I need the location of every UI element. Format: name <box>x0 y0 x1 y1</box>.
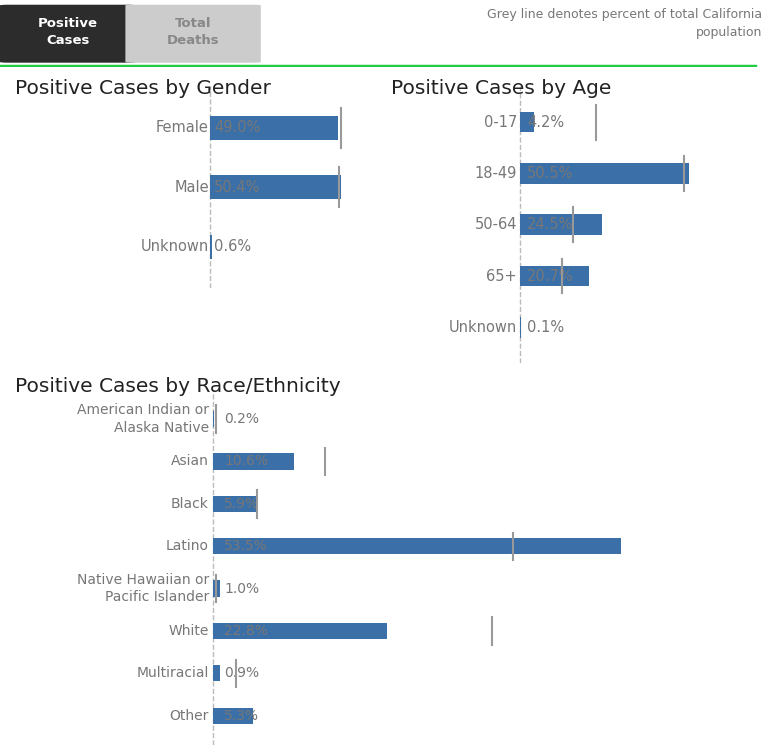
Text: Other: Other <box>170 709 209 723</box>
FancyBboxPatch shape <box>125 4 261 63</box>
Bar <box>211 175 341 199</box>
Text: Unknown: Unknown <box>141 239 209 254</box>
Text: 50.4%: 50.4% <box>214 180 261 195</box>
Text: 10.6%: 10.6% <box>224 455 269 468</box>
Bar <box>213 708 253 724</box>
Bar <box>211 116 337 139</box>
Text: 50-64: 50-64 <box>474 217 517 232</box>
Bar <box>213 411 214 427</box>
Text: Positive Cases by Age: Positive Cases by Age <box>391 79 611 97</box>
Bar <box>213 580 221 597</box>
Text: Positive Cases by Gender: Positive Cases by Gender <box>15 79 272 97</box>
Text: 18-49: 18-49 <box>474 166 517 181</box>
Text: 0.1%: 0.1% <box>527 320 564 335</box>
Text: 0.9%: 0.9% <box>224 667 259 680</box>
Bar <box>520 112 534 133</box>
Text: 53.5%: 53.5% <box>224 539 268 554</box>
Text: Positive Cases by Race/Ethnicity: Positive Cases by Race/Ethnicity <box>15 377 341 395</box>
Bar <box>213 665 220 682</box>
Text: Black: Black <box>171 497 209 511</box>
Text: Asian: Asian <box>171 455 209 468</box>
Text: Male: Male <box>174 180 209 195</box>
Text: 50.5%: 50.5% <box>527 166 574 181</box>
Text: 49.0%: 49.0% <box>214 121 261 136</box>
Text: 5.9%: 5.9% <box>224 497 259 511</box>
Text: 1.0%: 1.0% <box>224 581 259 595</box>
Text: 65+: 65+ <box>486 269 517 284</box>
Text: Multiracial: Multiracial <box>136 667 209 680</box>
Bar <box>520 214 602 235</box>
Text: 5.3%: 5.3% <box>224 709 259 723</box>
Bar <box>520 163 689 184</box>
FancyBboxPatch shape <box>0 4 135 63</box>
Bar <box>213 623 387 639</box>
Text: 0.6%: 0.6% <box>214 239 252 254</box>
Text: Native Hawaiian or
Pacific Islander: Native Hawaiian or Pacific Islander <box>77 573 209 604</box>
Bar <box>213 538 621 554</box>
Text: American Indian or
Alaska Native: American Indian or Alaska Native <box>77 404 209 434</box>
Text: 0-17: 0-17 <box>484 115 517 130</box>
Text: 22.8%: 22.8% <box>224 624 268 638</box>
Bar <box>520 266 589 286</box>
Text: White: White <box>169 624 209 638</box>
Text: 20.7%: 20.7% <box>527 269 574 284</box>
Text: Total
Deaths: Total Deaths <box>166 17 219 47</box>
Text: 0.2%: 0.2% <box>224 412 259 426</box>
Text: Positive
Cases: Positive Cases <box>38 17 98 47</box>
Bar <box>213 453 293 470</box>
Text: Grey line denotes percent of total California
population: Grey line denotes percent of total Calif… <box>488 8 762 39</box>
Text: 24.5%: 24.5% <box>527 217 574 232</box>
Bar <box>211 235 212 258</box>
Text: Female: Female <box>156 121 209 136</box>
Text: 4.2%: 4.2% <box>527 115 564 130</box>
Text: Latino: Latino <box>166 539 209 554</box>
Bar <box>213 496 258 512</box>
Text: Unknown: Unknown <box>449 320 517 335</box>
